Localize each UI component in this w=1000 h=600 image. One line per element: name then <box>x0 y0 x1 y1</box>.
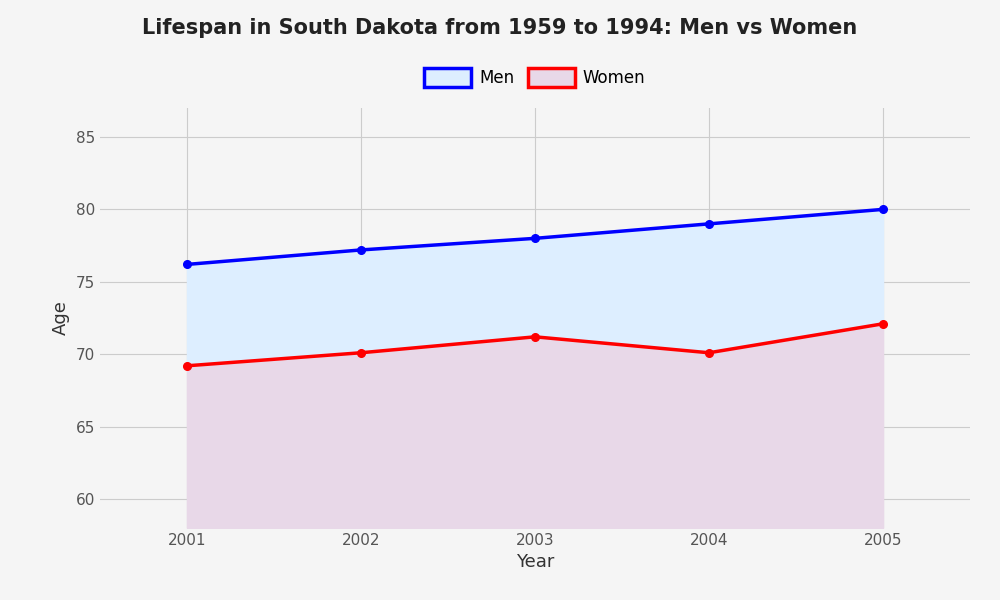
Y-axis label: Age: Age <box>52 301 70 335</box>
Legend: Men, Women: Men, Women <box>418 62 652 94</box>
X-axis label: Year: Year <box>516 553 554 571</box>
Text: Lifespan in South Dakota from 1959 to 1994: Men vs Women: Lifespan in South Dakota from 1959 to 19… <box>142 18 858 38</box>
